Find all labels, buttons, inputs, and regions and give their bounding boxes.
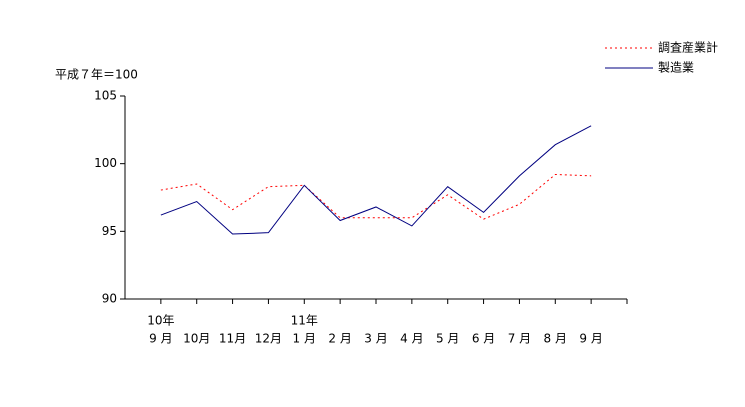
y-tick-label: 100 — [94, 156, 117, 170]
y-tick-label: 105 — [94, 89, 117, 103]
x-tick-label: 9 月 — [579, 332, 602, 346]
legend-label: 製造業 — [658, 61, 694, 75]
y-tick-label: 90 — [102, 292, 117, 306]
x-tick-label: 2 月 — [328, 332, 351, 346]
x-tick-label: 8 月 — [544, 332, 567, 346]
y-axis-label: 平成７年＝100 — [55, 68, 138, 82]
x-tick-label: 3 月 — [364, 332, 387, 346]
x-tick-label: 4 月 — [400, 332, 423, 346]
x-tick-label: 7 月 — [508, 332, 531, 346]
x-tick-label: 5 月 — [436, 332, 459, 346]
legend-label: 調査産業計 — [658, 40, 718, 55]
x-year-label: 10年 — [147, 314, 174, 328]
x-tick-label: 10月 — [183, 332, 210, 346]
x-tick-label: 1 月 — [293, 332, 316, 346]
line-series — [160, 125, 592, 235]
x-year-label: 11年 — [291, 314, 318, 328]
x-tick-label: 9 月 — [149, 332, 172, 346]
line-series — [160, 173, 592, 220]
y-tick-label: 95 — [102, 224, 117, 238]
x-tick-label: 6 月 — [472, 332, 495, 346]
x-tick-label: 11月 — [219, 332, 246, 346]
x-tick-label: 12月 — [255, 332, 282, 346]
